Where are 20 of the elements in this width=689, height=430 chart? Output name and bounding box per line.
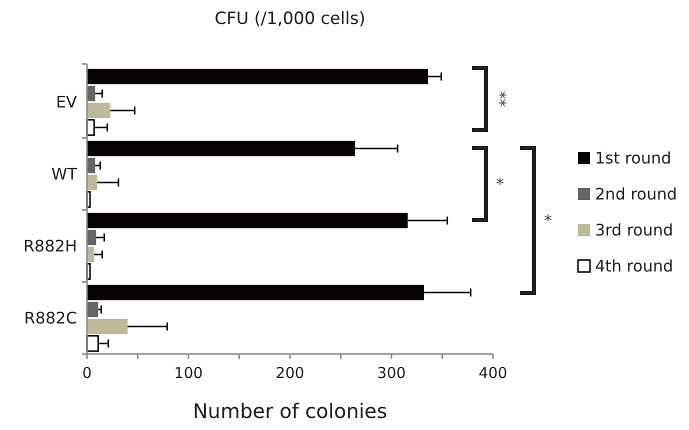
x-tick-label: 0	[82, 364, 92, 382]
legend-label: 1st round	[595, 148, 672, 168]
text: *	[544, 211, 552, 230]
text: *	[496, 174, 504, 194]
x-tick-label: 300	[377, 364, 406, 382]
legend-label: 4th round	[595, 256, 674, 276]
x-tick-label: 100	[174, 364, 203, 382]
annotation: **	[490, 91, 510, 107]
x-tick-label: 200	[276, 364, 304, 382]
y-tick-label: EV	[56, 92, 78, 112]
x-axis-title: Number of colonies	[192, 399, 388, 423]
y-tick-label: R882H	[23, 236, 77, 256]
y-tick-label: R882C	[24, 308, 77, 328]
bar	[87, 102, 110, 118]
legend-label: 2nd round	[595, 184, 678, 204]
chart-title: CFU (/1,000 cells)	[214, 9, 366, 29]
x-tick-label: 400	[478, 364, 508, 382]
legend-label: 3rd round	[595, 220, 674, 240]
bar	[87, 318, 128, 334]
y-tick-label: WT	[51, 164, 78, 184]
